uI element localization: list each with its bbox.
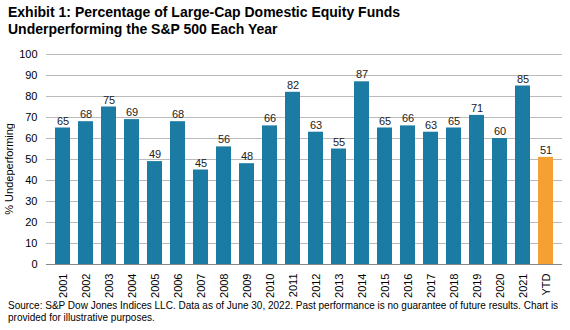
svg-text:65: 65 [448, 115, 460, 127]
svg-text:68: 68 [80, 108, 92, 120]
svg-text:71: 71 [471, 102, 483, 114]
svg-text:YTD: YTD [540, 273, 552, 295]
svg-text:69: 69 [126, 106, 138, 118]
svg-text:66: 66 [264, 112, 276, 124]
svg-text:2002: 2002 [80, 274, 92, 298]
svg-text:2013: 2013 [333, 274, 345, 298]
svg-text:82: 82 [287, 79, 299, 91]
svg-text:2011: 2011 [287, 274, 299, 298]
svg-text:66: 66 [402, 112, 414, 124]
svg-text:63: 63 [310, 119, 322, 131]
svg-text:30: 30 [25, 195, 37, 207]
svg-text:2009: 2009 [241, 274, 253, 298]
svg-text:100: 100 [19, 48, 37, 60]
svg-text:65: 65 [379, 115, 391, 127]
svg-text:65: 65 [57, 115, 69, 127]
svg-text:2020: 2020 [494, 274, 506, 298]
svg-text:55: 55 [333, 136, 345, 148]
svg-text:2003: 2003 [103, 274, 115, 298]
svg-text:2001: 2001 [57, 274, 69, 298]
svg-text:2016: 2016 [402, 274, 414, 298]
svg-text:2018: 2018 [448, 274, 460, 298]
svg-text:2017: 2017 [425, 274, 437, 298]
html-text:% Undeperforming: % Undeperforming [3, 123, 15, 215]
svg-text:2021: 2021 [517, 274, 529, 298]
svg-text:2004: 2004 [126, 274, 138, 298]
svg-text:40: 40 [25, 174, 37, 186]
svg-text:45: 45 [195, 157, 207, 169]
html-text:Source: S&P Dow Jones Indices: Source: S&P Dow Jones Indices LLC. Data … [8, 300, 559, 323]
svg-text:0: 0 [31, 258, 37, 270]
svg-text:70: 70 [25, 111, 37, 123]
svg-text:48: 48 [241, 150, 253, 162]
svg-text:60: 60 [25, 132, 37, 144]
svg-text:2005: 2005 [149, 274, 161, 298]
svg-text:2010: 2010 [264, 274, 276, 298]
svg-text:75: 75 [103, 94, 115, 106]
svg-text:2007: 2007 [195, 274, 207, 298]
svg-text:80: 80 [25, 90, 37, 102]
svg-text:2019: 2019 [471, 274, 483, 298]
svg-text:63: 63 [425, 119, 437, 131]
svg-text:85: 85 [517, 73, 529, 85]
svg-text:2012: 2012 [310, 274, 322, 298]
svg-text:50: 50 [25, 153, 37, 165]
svg-text:51: 51 [540, 144, 552, 156]
svg-text:60: 60 [494, 125, 506, 137]
svg-text:2008: 2008 [218, 274, 230, 298]
svg-text:10: 10 [25, 237, 37, 249]
svg-text:2006: 2006 [172, 274, 184, 298]
svg-text:49: 49 [149, 148, 161, 160]
svg-text:2015: 2015 [379, 274, 391, 298]
svg-text:68: 68 [172, 108, 184, 120]
html-text:Exhibit 1: Percentage of Large: Exhibit 1: Percentage of Large-Cap Domes… [8, 4, 401, 37]
svg-text:87: 87 [356, 68, 368, 80]
svg-text:2014: 2014 [356, 274, 368, 298]
svg-text:20: 20 [25, 216, 37, 228]
svg-text:56: 56 [218, 133, 230, 145]
svg-text:90: 90 [25, 69, 37, 81]
